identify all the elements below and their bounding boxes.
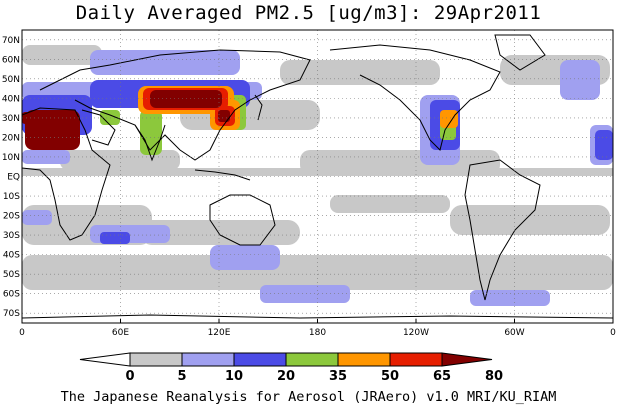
longitude-label: 0 — [610, 328, 616, 338]
latitude-label: 70N — [2, 36, 20, 46]
colorbar-tick-label: 10 — [225, 369, 243, 384]
colorbar-high-triangle — [441, 352, 493, 367]
colorbar-tick-label: 20 — [277, 369, 295, 384]
latitude-label: EQ — [7, 173, 20, 183]
longitude-label: 120W — [403, 328, 429, 338]
colorbar-swatch — [233, 352, 287, 367]
colorbar-swatch — [337, 352, 391, 367]
coastlines — [22, 34, 613, 319]
colorbar-tick-label: 80 — [485, 369, 503, 384]
latitude-label: 40N — [2, 94, 20, 104]
longitude-label: 60E — [112, 328, 129, 338]
axis-labels: 70N 60N 50N 40N 30N 20N 10N EQ 10S 20S 30S 40S 50S 60… — [2, 36, 616, 338]
colorbar-swatch — [129, 352, 183, 367]
latitude-label: 50N — [2, 75, 20, 85]
map-frame — [21, 29, 614, 324]
footer-credit: The Japanese Reanalysis for Aerosol (JRA… — [60, 389, 557, 405]
latitude-label: 70S — [3, 309, 20, 319]
colorbar-swatch — [389, 352, 443, 367]
latitude-label: 50S — [3, 270, 20, 280]
latitude-label: 20N — [2, 133, 20, 143]
latitude-label: 10S — [3, 192, 20, 202]
longitude-label: 60W — [504, 328, 524, 338]
graticule — [21, 30, 614, 323]
colorbar-tick-label: 50 — [381, 369, 399, 384]
latitude-label: 10N — [2, 153, 20, 163]
latitude-label: 30N — [2, 114, 20, 124]
colorbar-low-triangle — [79, 352, 131, 367]
latitude-label: 60S — [3, 290, 20, 300]
colorbar-tick-label: 35 — [329, 369, 347, 384]
colorbar: 0 5 10 20 35 50 65 80 — [79, 352, 503, 384]
longitude-label: 0 — [19, 328, 25, 338]
colorbar-tick-label: 0 — [125, 369, 134, 384]
colorbar-swatch — [285, 352, 339, 367]
colorbar-tick-label: 5 — [177, 369, 186, 384]
latitude-label: 40S — [3, 251, 20, 261]
field-dark-red — [22, 90, 230, 150]
map-title: Daily Averaged PM2.5 [ug/m3]: 29Apr2011 — [75, 2, 542, 24]
colorbar-swatch — [181, 352, 235, 367]
latitude-label: 30S — [3, 231, 20, 241]
longitude-label: 180 — [309, 328, 326, 338]
latitude-label: 20S — [3, 212, 20, 222]
latitude-label: 60N — [2, 55, 20, 65]
colorbar-tick-label: 65 — [433, 369, 451, 384]
longitude-label: 120E — [208, 328, 231, 338]
